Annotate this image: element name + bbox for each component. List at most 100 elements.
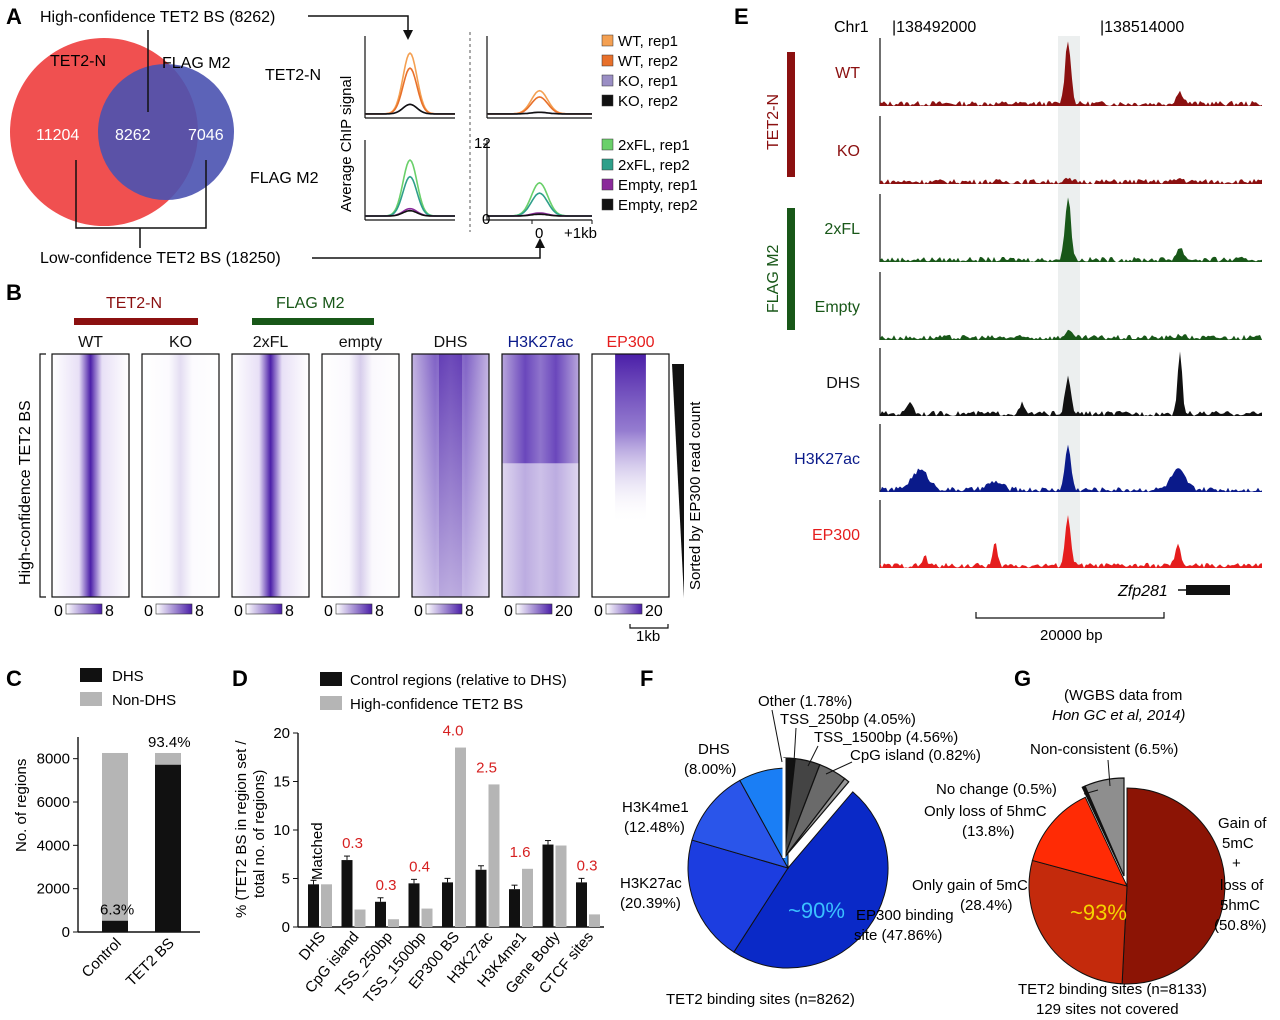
venn-mid-count: 8262: [115, 127, 151, 144]
high-confidence-arrowhead: [403, 30, 413, 40]
panel-c: C DHS Non-DHS No. of regions 0 2000 4000 600…: [6, 666, 200, 990]
d-ratio-label: 0.3: [342, 835, 363, 852]
scale-max: 8: [465, 603, 474, 620]
legend-d-label: High-confidence TET2 BS: [350, 696, 523, 713]
track-signal-empty: [880, 329, 1262, 340]
g-label-gain-2: (28.4%): [960, 897, 1013, 914]
heatmap-y-label: High-confidence TET2 BS: [17, 400, 34, 585]
heatmap-col-label: EP300: [606, 334, 654, 351]
pie-f-slice-h3k27ac: [687, 839, 789, 953]
c-tick-label: 4000: [37, 837, 70, 854]
g-label-loss-2: (13.8%): [962, 823, 1015, 840]
venn-right-circle: [98, 64, 234, 200]
scale-bar: [155, 603, 193, 615]
profile-line-ko-rep2: [487, 111, 592, 115]
panel-b: B TET2-N FLAG M2 High-confidence TET2 BS…: [6, 280, 704, 645]
tet2-group-label: TET2-N: [765, 94, 782, 150]
gene-name: Zfp281: [1117, 583, 1168, 600]
scale-bar: [515, 603, 553, 615]
d-bar-control: [375, 901, 386, 927]
heatmap-dhs: [411, 353, 490, 598]
c-bar-nondhs: [102, 752, 128, 921]
panel-letter-g: G: [1014, 666, 1031, 691]
heatmap-col-label: WT: [78, 334, 103, 351]
group-tet2-bar: [74, 318, 198, 325]
pie-g-leader: [1107, 759, 1111, 787]
legend-label: 2xFL, rep2: [618, 157, 690, 174]
heatmap-col-label: 2xFL: [253, 334, 289, 351]
flag-group-label: FLAG M2: [765, 244, 782, 313]
f-label-tss250: TSS_250bp (4.05%): [780, 711, 916, 728]
heatmap-col-label: DHS: [434, 334, 468, 351]
profile-line-wt-rep2: [487, 96, 592, 115]
profile-line-empty-rep2: [487, 213, 592, 217]
high-confidence-arrow: [308, 15, 409, 30]
legend-swatch: [601, 138, 614, 151]
d-y-label-1: % (TET2 BS in region set /: [233, 740, 250, 918]
c-bar-dhs: [102, 920, 128, 932]
c-bar-dhs: [155, 764, 181, 932]
legend-label: KO, rep1: [618, 73, 678, 90]
sort-wedge: [672, 364, 684, 598]
profile-line-wt-rep1: [487, 89, 592, 115]
d-bar-tet2: [522, 868, 533, 927]
f-title: TET2 binding sites (n=8262): [666, 991, 855, 1008]
panel-letter-c: C: [6, 666, 22, 691]
low-confidence-label: Low-confidence TET2 BS (18250): [40, 250, 281, 267]
profile-line-2xfl-rep1: [365, 158, 455, 217]
low-confidence-arrow: [312, 246, 541, 259]
pie-g: [1028, 759, 1226, 985]
track-label: WT: [835, 65, 860, 82]
track-label: DHS: [826, 375, 860, 392]
heatmap-fill: [615, 354, 646, 525]
heatmap-fill: [52, 354, 129, 597]
group-tet2-label: TET2-N: [106, 295, 162, 312]
legend-swatch: [601, 198, 614, 211]
g-label-nochange: No change (0.5%): [936, 781, 1057, 798]
panel-letter-e: E: [734, 4, 749, 29]
legend-c-label: DHS: [112, 668, 144, 685]
kb-scale-bar: [629, 624, 669, 629]
scale-bar: [605, 603, 643, 615]
d-bar-control: [341, 860, 353, 927]
heatmap-y-bracket: [39, 353, 46, 598]
profile-xtick-0: 0: [535, 225, 543, 242]
d-bar-control: [509, 889, 520, 927]
pie-f-leader: [771, 709, 783, 763]
d-tick-label: 20: [273, 725, 290, 742]
d-tick-label: 15: [273, 774, 290, 791]
f-label-h3k27-1: H3K27ac: [620, 875, 682, 892]
profile-line-wt-rep2: [365, 67, 455, 115]
profile-tick-0: 0: [482, 211, 490, 228]
d-bar-control: [442, 882, 453, 927]
d-ratio-label: 1.6: [510, 844, 531, 861]
f-label-dhs-2: (8.00%): [684, 761, 737, 778]
g-label-both-3: +: [1232, 855, 1241, 872]
pie-f-leader: [825, 761, 853, 775]
track-label: KO: [837, 143, 860, 160]
c-tick-label: 0: [62, 924, 70, 941]
c-tick-label: 2000: [37, 881, 70, 898]
profile-line-empty-rep2: [365, 209, 455, 217]
heatmap-fill: [232, 354, 309, 597]
legend-c-swatch: [80, 692, 102, 706]
scale-bar: [245, 603, 283, 615]
f-label-h3k27-2: (20.39%): [620, 895, 681, 912]
heatmap-col-label: empty: [339, 334, 383, 351]
legend-c-swatch: [80, 668, 102, 682]
profile-line-2xfl-rep1: [487, 181, 592, 217]
pie-g-slice-0: [1121, 787, 1226, 985]
heatmap-empty: [321, 353, 400, 598]
scale-min: 0: [414, 603, 423, 620]
bp-scale-label: 20000 bp: [1040, 627, 1103, 644]
heatmap-fill: [502, 354, 579, 464]
g-label-gain-1: Only gain of 5mC: [912, 877, 1028, 894]
g-label-both-6: (50.8%): [1214, 917, 1267, 934]
c-tick-label: 6000: [37, 794, 70, 811]
heatmap-fill: [142, 354, 219, 597]
heatmap-wt: [51, 353, 130, 598]
pie-f-slice-cpg-island: [783, 777, 850, 859]
scale-max: 20: [555, 603, 573, 620]
d-bar-control: [308, 884, 319, 927]
